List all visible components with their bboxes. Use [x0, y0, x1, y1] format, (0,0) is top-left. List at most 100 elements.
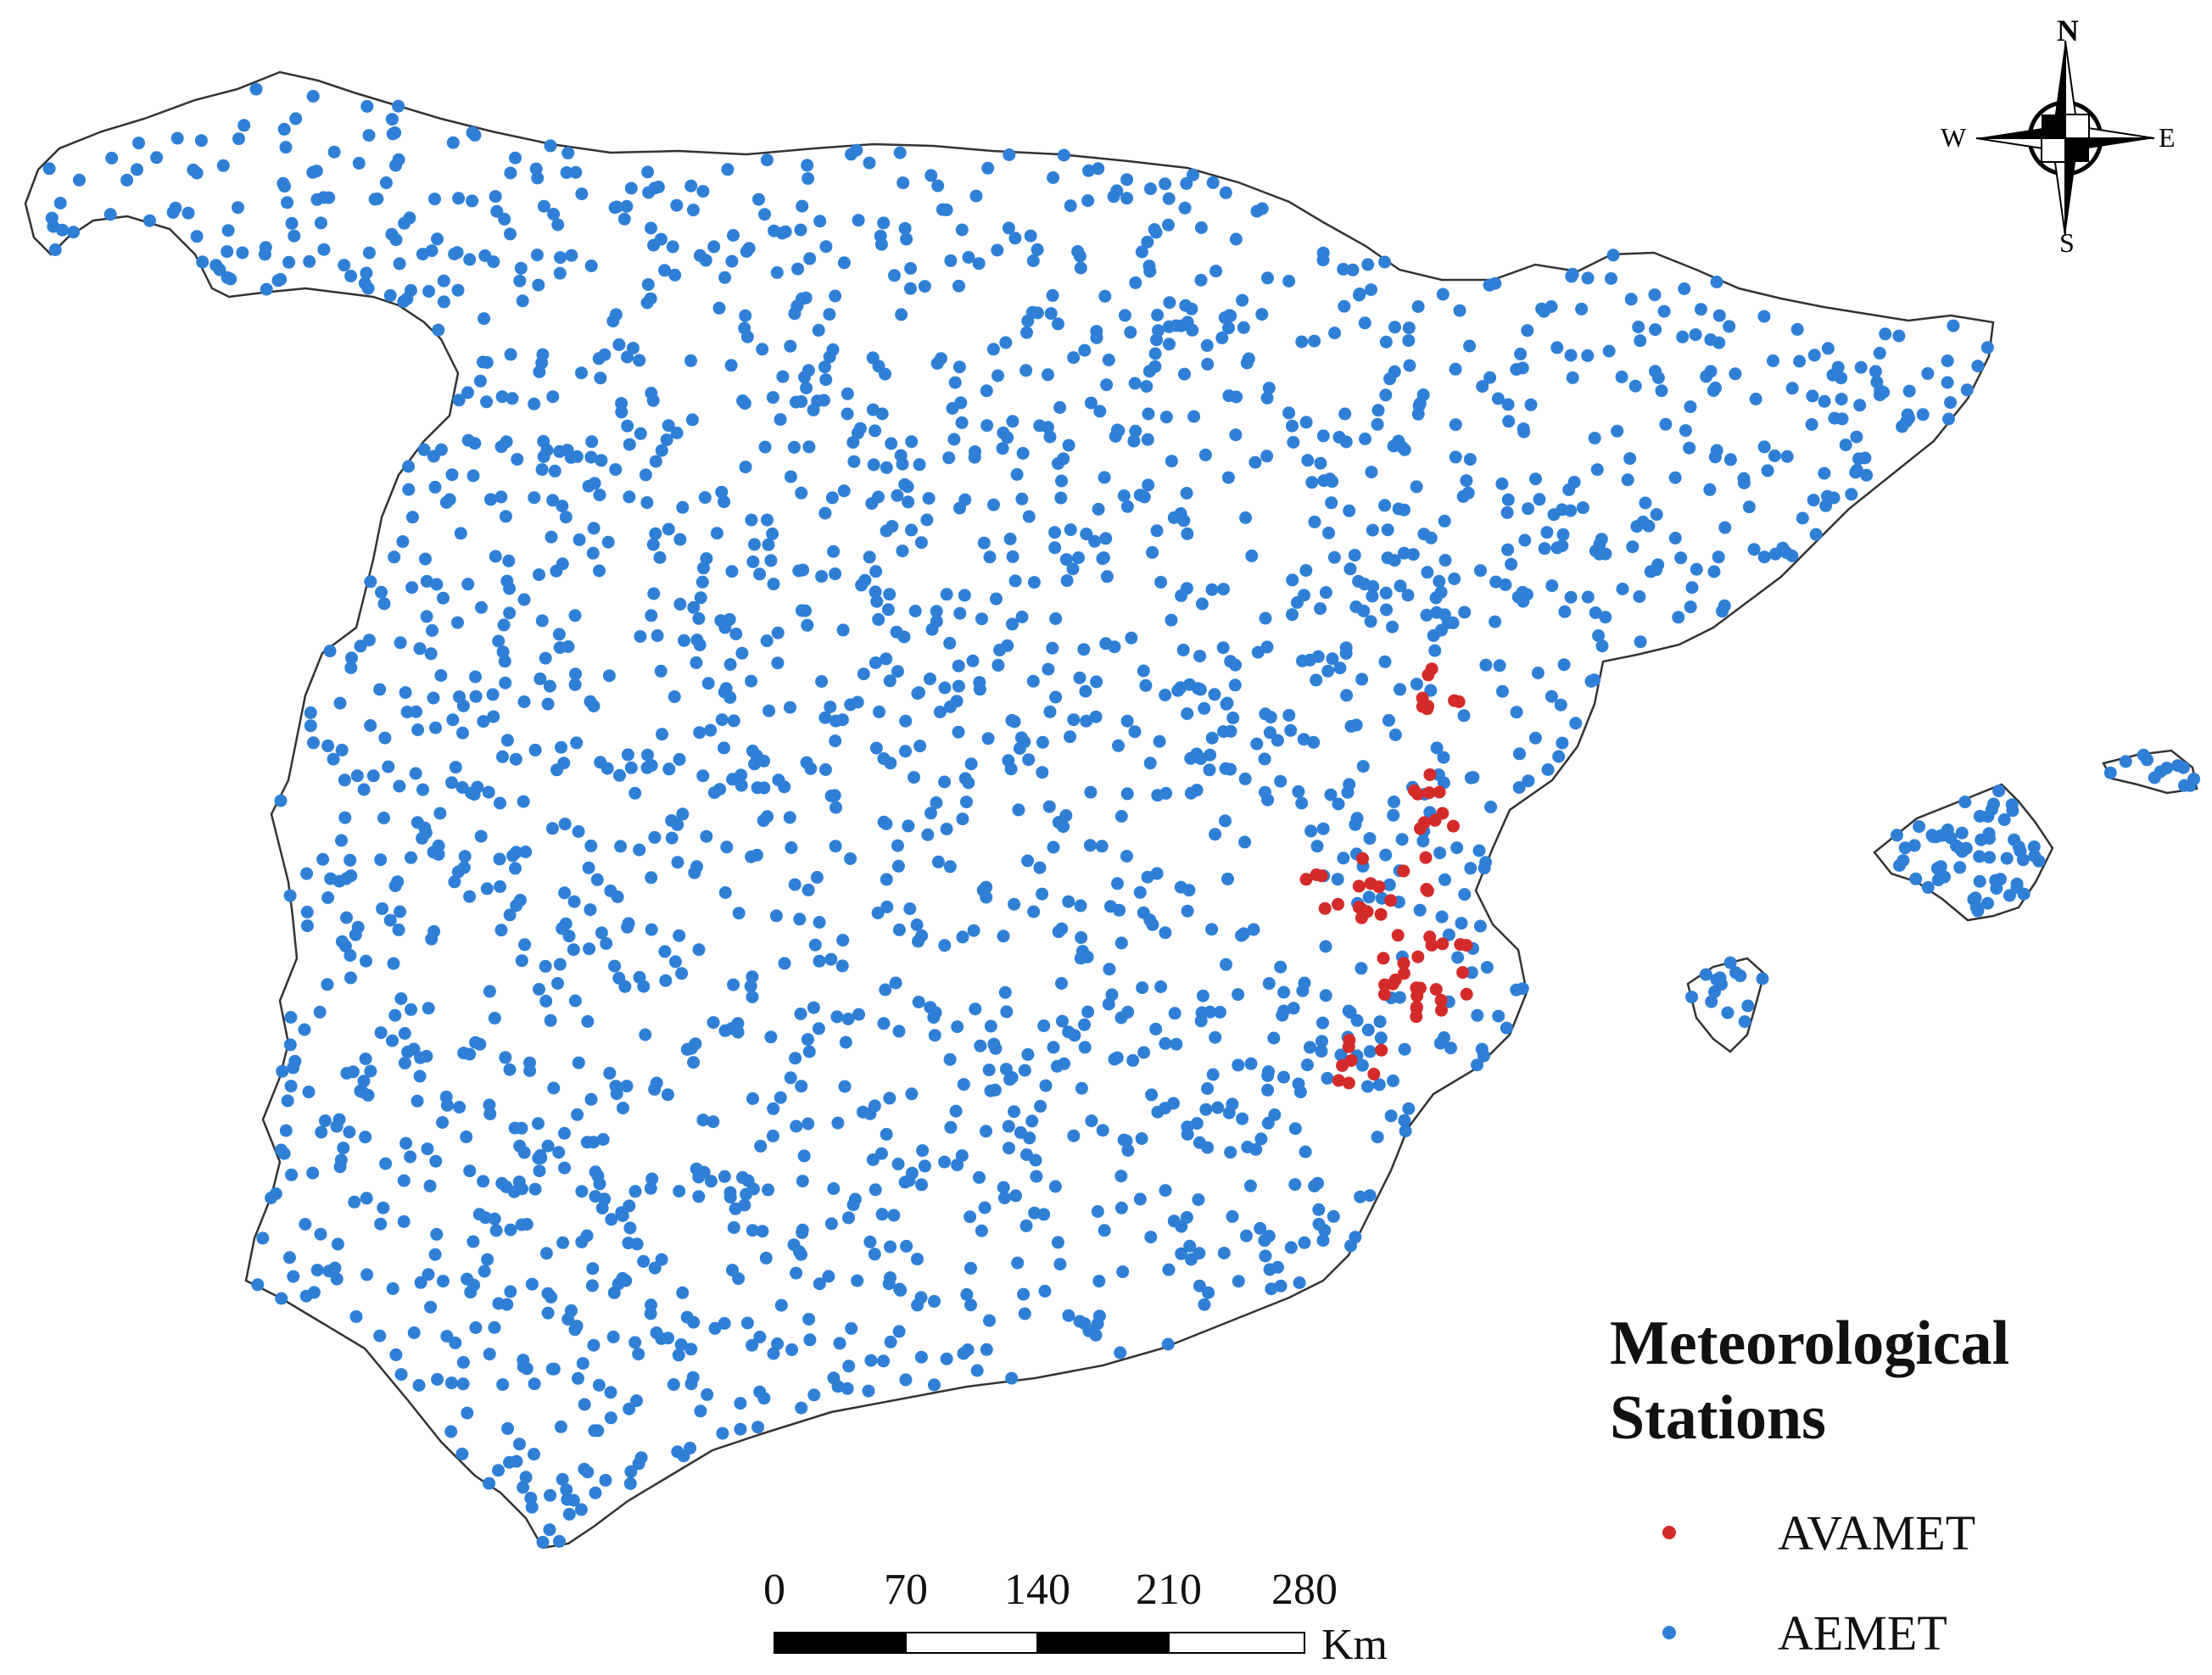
station-marker	[545, 822, 559, 835]
station-marker	[1141, 433, 1154, 446]
station-marker	[533, 672, 547, 685]
station-marker	[1538, 542, 1551, 556]
station-marker	[386, 1281, 399, 1295]
station-marker	[2008, 833, 2021, 846]
station-marker	[1492, 1009, 1505, 1023]
station-marker	[1025, 305, 1039, 319]
station-marker	[1219, 814, 1232, 828]
station-marker	[1248, 455, 1262, 469]
station-marker	[969, 1002, 982, 1016]
station-marker	[687, 600, 701, 614]
station-marker	[1450, 841, 1464, 855]
station-marker	[870, 595, 884, 608]
station-marker	[1355, 673, 1369, 686]
station-marker	[1091, 1317, 1104, 1331]
station-marker	[489, 550, 502, 563]
station-marker	[606, 1330, 620, 1343]
station-marker	[885, 437, 898, 450]
station-marker	[1544, 690, 1558, 703]
station-marker	[1414, 981, 1427, 995]
station-marker	[1458, 888, 1472, 902]
station-marker	[1479, 658, 1493, 672]
station-marker	[321, 739, 335, 752]
station-marker	[416, 783, 429, 796]
station-marker	[455, 1447, 469, 1460]
station-marker	[551, 977, 564, 990]
station-marker	[771, 1337, 785, 1350]
station-marker	[317, 243, 331, 256]
station-marker	[1062, 1025, 1075, 1039]
station-marker	[701, 677, 715, 690]
station-marker	[819, 373, 833, 387]
station-marker	[1240, 356, 1254, 370]
station-marker	[850, 143, 863, 157]
station-marker	[466, 194, 479, 208]
station-marker	[1103, 963, 1116, 976]
station-marker	[1301, 454, 1315, 467]
station-marker	[1018, 735, 1031, 749]
station-marker	[869, 741, 883, 755]
station-marker	[757, 754, 771, 768]
station-marker	[1078, 1041, 1092, 1054]
station-marker	[1310, 868, 1323, 881]
station-marker	[530, 248, 544, 262]
station-marker	[1141, 870, 1154, 884]
station-marker	[927, 1011, 941, 1025]
station-marker	[529, 162, 543, 176]
station-marker	[1120, 1134, 1133, 1147]
station-marker	[316, 852, 330, 866]
station-marker	[783, 811, 796, 824]
station-marker	[1355, 962, 1368, 975]
station-marker	[335, 935, 349, 948]
station-marker	[1260, 391, 1274, 405]
station-marker	[1435, 910, 1449, 924]
station-marker	[1590, 463, 1604, 477]
station-marker	[604, 1411, 617, 1425]
station-marker	[1521, 324, 1534, 338]
station-marker	[436, 1275, 450, 1288]
station-marker	[1235, 929, 1248, 942]
station-marker	[656, 728, 668, 741]
station-marker	[446, 713, 460, 727]
station-marker	[2141, 753, 2153, 767]
station-marker	[283, 889, 297, 902]
station-marker	[469, 1321, 483, 1334]
station-marker	[454, 527, 467, 540]
station-marker	[1358, 316, 1371, 330]
station-marker	[936, 203, 949, 216]
station-marker	[799, 604, 812, 617]
station-marker	[504, 348, 517, 361]
station-marker	[616, 1271, 629, 1285]
station-marker	[623, 1477, 637, 1490]
station-marker	[496, 645, 510, 659]
station-marker	[569, 667, 582, 681]
station-marker	[1436, 288, 1450, 301]
station-marker	[1221, 696, 1234, 710]
station-marker	[931, 179, 945, 193]
station-marker	[944, 1120, 958, 1134]
station-marker	[456, 1377, 470, 1391]
station-marker	[753, 1385, 767, 1399]
station-marker	[952, 360, 966, 374]
station-marker	[974, 1039, 987, 1052]
station-marker	[1474, 564, 1487, 578]
station-marker	[509, 151, 522, 165]
station-marker	[930, 796, 943, 809]
station-marker	[570, 736, 584, 750]
station-marker	[687, 1056, 701, 1069]
station-marker	[327, 145, 341, 159]
station-marker	[672, 1348, 685, 1362]
station-marker	[1463, 339, 1477, 353]
station-marker	[1378, 655, 1392, 668]
station-marker	[437, 295, 450, 309]
station-marker	[556, 1472, 569, 1486]
station-marker	[950, 695, 964, 708]
station-marker	[1324, 788, 1338, 801]
station-marker	[307, 1286, 321, 1299]
station-marker	[610, 1087, 623, 1101]
station-marker	[1850, 430, 1863, 444]
station-marker	[1291, 595, 1304, 609]
station-marker	[1550, 541, 1564, 555]
station-marker	[511, 453, 524, 466]
station-marker	[893, 1282, 907, 1296]
